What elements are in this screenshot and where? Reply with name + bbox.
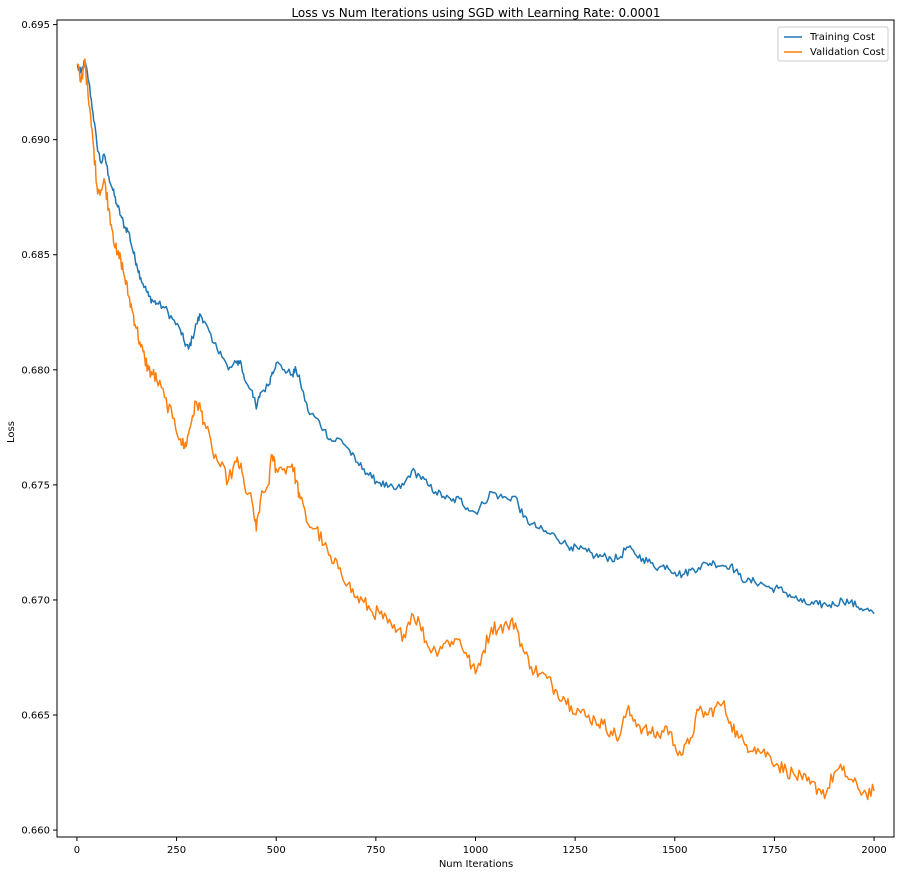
x-tick-label: 500 xyxy=(267,845,286,856)
x-tick-label: 1000 xyxy=(463,845,488,856)
y-tick-label: 0.670 xyxy=(21,595,50,606)
y-tick-label: 0.695 xyxy=(21,20,50,31)
legend-label-validation: Validation Cost xyxy=(810,47,885,58)
x-tick-label: 1250 xyxy=(562,845,587,856)
x-axis-title: Num Iterations xyxy=(439,859,513,870)
chart-title: Loss vs Num Iterations using SGD with Le… xyxy=(291,6,660,20)
y-tick-label: 0.680 xyxy=(21,365,50,376)
x-tick-label: 0 xyxy=(74,845,80,856)
y-tick-label: 0.685 xyxy=(21,250,50,261)
y-tick-label: 0.660 xyxy=(21,826,50,837)
x-tick-label: 1500 xyxy=(662,845,687,856)
y-tick-label: 0.690 xyxy=(21,135,50,146)
x-tick-label: 750 xyxy=(366,845,385,856)
x-tick-label: 1750 xyxy=(762,845,787,856)
plot-area xyxy=(57,20,894,837)
y-tick-label: 0.675 xyxy=(21,480,50,491)
y-tick-label: 0.665 xyxy=(21,711,50,722)
x-tick-label: 2000 xyxy=(861,845,886,856)
x-tick-label: 250 xyxy=(167,845,186,856)
legend-label-training: Training Cost xyxy=(809,32,875,43)
y-axis-title: Loss xyxy=(6,421,17,443)
legend: Training Cost Validation Cost xyxy=(778,27,888,61)
